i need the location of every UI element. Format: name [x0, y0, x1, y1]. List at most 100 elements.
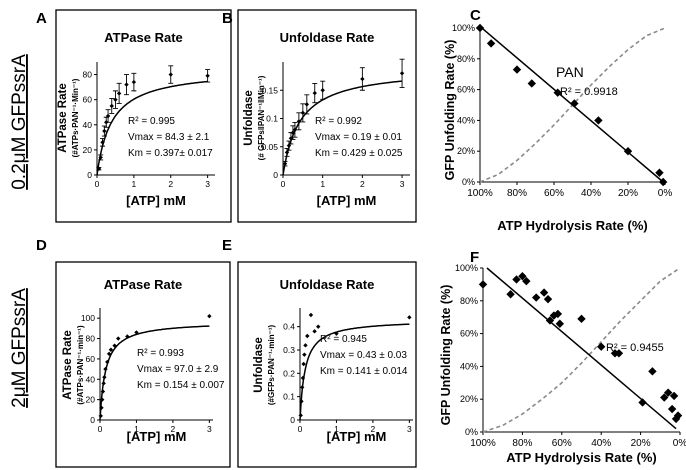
- y-axis-label: Unfoldase (#GFPs·PAN⁻¹·min⁻¹): [253, 325, 276, 406]
- data-point: [669, 391, 679, 401]
- fit-annotation: R² = 0.945: [320, 334, 367, 345]
- data-point: [305, 333, 310, 339]
- x-tick-label: 2: [371, 424, 376, 434]
- x-tick-label: 0: [95, 179, 100, 189]
- data-point: [597, 342, 606, 351]
- chart-title: Unfoldase Rate: [280, 30, 375, 45]
- data-point: [98, 155, 103, 160]
- x-axis-label: [ATP] mM: [126, 193, 186, 208]
- data-point: [623, 147, 633, 156]
- chart-title: Unfoldase Rate: [280, 277, 375, 292]
- x-tick-label: 20%: [618, 188, 638, 199]
- data-point: [168, 72, 173, 77]
- panel-frame: [237, 261, 417, 468]
- y-tick-label: 20: [83, 145, 93, 155]
- data-point: [407, 315, 412, 320]
- data-point: [648, 367, 657, 376]
- data-point: [549, 311, 559, 320]
- x-tick-label: 2: [360, 179, 365, 189]
- x-tick-label: 40%: [581, 188, 601, 199]
- data-point: [667, 404, 677, 414]
- data-point: [512, 275, 521, 284]
- panel-frame: [237, 9, 417, 223]
- x-tick-label: 20%: [631, 438, 651, 449]
- panel-letter: A: [36, 10, 47, 27]
- row-label-bottom: 2μM GFPssrA: [9, 288, 30, 408]
- data-point: [553, 309, 563, 319]
- data-point: [475, 23, 485, 33]
- x-tick-label: 0: [298, 424, 303, 434]
- x-tick-label: 0%: [673, 438, 686, 449]
- fit-line: [96, 80, 208, 176]
- y-tick-label: 80%: [460, 296, 478, 306]
- data-point: [518, 272, 527, 281]
- data-point: [116, 91, 122, 96]
- data-point: [109, 103, 114, 109]
- data-point: [108, 347, 114, 352]
- x-tick-label: 1: [132, 179, 137, 189]
- panel-frame: [55, 261, 231, 468]
- data-point: [671, 414, 681, 424]
- x-tick-label: 1: [320, 179, 325, 189]
- data-point: [506, 290, 515, 299]
- data-point: [134, 330, 139, 335]
- panel-letter: D: [36, 237, 47, 254]
- data-point: [286, 143, 292, 148]
- fit-annotation: R² = 0.9918: [560, 86, 618, 98]
- y-tick-label: 40: [83, 120, 93, 130]
- data-point: [614, 349, 624, 358]
- data-point: [655, 168, 664, 177]
- panel-E: E Unfoldase Rate 0 1 2 3 0 0.1 0.2 0.3 0.4 [ATP] mM…: [222, 237, 417, 468]
- x-tick-label: 80%: [512, 438, 532, 449]
- data-point: [308, 312, 314, 318]
- data-point: [312, 90, 317, 96]
- x-tick-label: 3: [207, 424, 212, 434]
- data-point: [131, 79, 137, 85]
- data-point: [298, 413, 303, 418]
- fit-annotation: R² = 0.995: [128, 116, 175, 127]
- data-point: [105, 359, 110, 365]
- y-axis-label: ATPase Rate (#ATPs·PAN⁻¹·min⁻¹): [62, 325, 85, 405]
- x-tick-label: 80%: [507, 188, 527, 199]
- data-point: [207, 313, 212, 319]
- data-point: [112, 343, 117, 348]
- x-tick-label: 100%: [470, 438, 496, 449]
- fit-line: [282, 80, 403, 176]
- data-point: [300, 375, 306, 381]
- data-point: [399, 71, 405, 76]
- y-tick-label: 0.4: [283, 322, 295, 332]
- x-tick-label: 100%: [467, 188, 493, 199]
- y-tick-label: 0: [87, 170, 92, 180]
- data-point: [292, 127, 298, 132]
- y-axis-label: GFP Unfolding Rate (%): [443, 40, 457, 181]
- y-tick-label: 20: [86, 395, 96, 405]
- y-axis-label: GFP Unfolding Rate (%): [439, 285, 453, 426]
- data-point: [124, 82, 129, 87]
- y-tick-label: 60: [86, 354, 96, 364]
- y-tick-label: 0: [273, 170, 278, 180]
- fit-annotation: Km = 0.154 ± 0.007: [137, 380, 225, 391]
- data-point: [553, 88, 562, 97]
- y-tick-label: 0.15: [261, 85, 278, 95]
- x-tick-label: 2: [168, 179, 173, 189]
- data-point: [303, 343, 308, 348]
- data-point: [299, 385, 305, 390]
- data-point: [570, 99, 579, 108]
- y-tick-label: 60: [83, 95, 93, 105]
- x-tick-label: 0: [98, 424, 103, 434]
- fit-annotation: R² = 0.992: [315, 116, 362, 127]
- panel-letter: E: [222, 237, 232, 254]
- y-tick-label: 0.3: [283, 345, 295, 355]
- panel-D: D ATPase Rate 0 1 2 3 0 20 40 60 80 100 [ATP] mM ATPa…: [36, 237, 231, 468]
- fit-line: [99, 325, 210, 421]
- data-point: [594, 116, 603, 125]
- panel-letter: C: [470, 7, 481, 24]
- x-tick-label: 3: [407, 424, 412, 434]
- data-point: [98, 413, 103, 419]
- data-point: [99, 405, 104, 410]
- data-point: [104, 120, 109, 125]
- data-point: [543, 294, 553, 304]
- data-point: [125, 334, 130, 339]
